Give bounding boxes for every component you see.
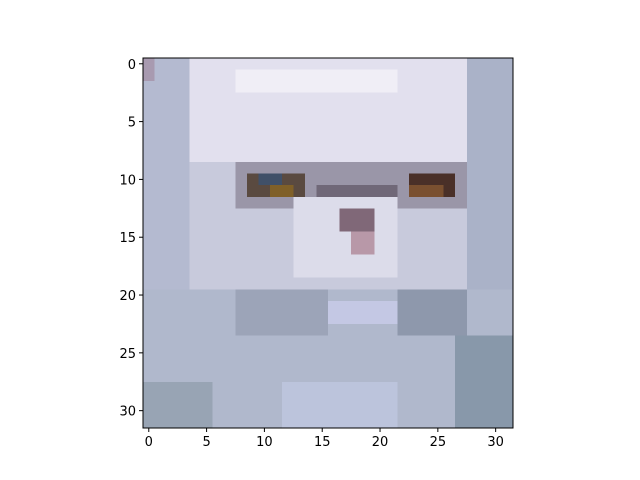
x-tick-label: 25 [430, 435, 447, 450]
y-tick-label: 30 [119, 405, 136, 420]
y-tick-label: 10 [119, 173, 136, 188]
x-tick-label: 20 [372, 435, 389, 450]
axes-frame [142, 57, 514, 429]
y-tick-label: 25 [119, 347, 136, 362]
y-tick-label: 15 [119, 231, 136, 246]
x-tick-label: 10 [256, 435, 273, 450]
y-tick-label: 20 [119, 289, 136, 304]
image [143, 58, 513, 428]
x-tick-label: 30 [487, 435, 504, 450]
x-tick-label: 0 [145, 435, 153, 450]
x-tick-label: 5 [202, 435, 210, 450]
x-tick-label: 15 [314, 435, 331, 450]
y-tick-label: 5 [128, 116, 136, 131]
y-tick-label: 0 [128, 58, 136, 73]
